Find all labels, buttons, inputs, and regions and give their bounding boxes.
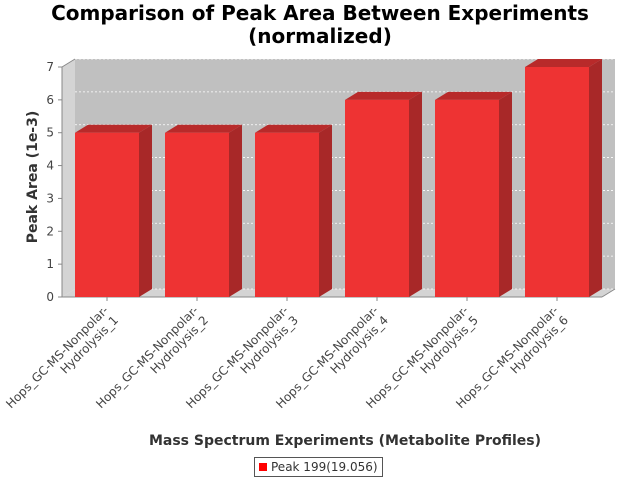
bar-side xyxy=(409,91,422,297)
bar-top xyxy=(435,91,512,100)
x-tick-label-line: Hops_GC-MS-Nonpolar- xyxy=(3,303,111,411)
bar xyxy=(345,91,422,297)
legend: Peak 199(19.056) xyxy=(254,457,383,477)
bar xyxy=(165,124,242,297)
x-axis-label: Mass Spectrum Experiments (Metabolite Pr… xyxy=(149,433,541,449)
bar-top xyxy=(255,124,332,133)
y-tick-label: 0 xyxy=(46,290,54,304)
y-tick-labels: 0 1 2 3 4 5 6 7 xyxy=(46,60,54,304)
bars xyxy=(75,59,602,297)
chart-title-line-2: (normalized) xyxy=(248,24,392,48)
y-tick-label: 6 xyxy=(46,93,54,107)
x-tick-labels: Hops_GC-MS-Nonpolar-Hydrolysis_1Hops_GC-… xyxy=(3,303,571,411)
bar-top xyxy=(345,91,422,100)
bar-side xyxy=(229,124,242,297)
y-axis-label: Peak Area (1e-3) xyxy=(25,111,41,244)
plot-side-wall xyxy=(62,59,75,297)
bar-front xyxy=(345,99,409,297)
chart-title: Comparison of Peak Area Between Experime… xyxy=(0,2,640,48)
y-tick-label: 3 xyxy=(46,191,54,205)
bar xyxy=(255,124,332,297)
axis-edge xyxy=(601,288,616,298)
y-tick-label: 2 xyxy=(46,224,54,238)
bar-front xyxy=(435,99,499,297)
bar-side xyxy=(589,59,602,297)
bar xyxy=(75,124,152,297)
axis-edge xyxy=(61,58,76,68)
bar-side xyxy=(139,124,152,297)
chart-title-line-1: Comparison of Peak Area Between Experime… xyxy=(51,1,589,25)
legend-label: Peak 199(19.056) xyxy=(271,460,378,474)
legend-swatch xyxy=(259,463,267,471)
y-tick-label: 1 xyxy=(46,257,54,271)
bar-front xyxy=(165,132,229,297)
y-tick-label: 5 xyxy=(46,126,54,140)
y-tick-label: 7 xyxy=(46,60,54,74)
y-tick-label: 4 xyxy=(46,159,54,173)
axes xyxy=(58,58,616,301)
bar xyxy=(525,59,602,297)
bar-front xyxy=(525,67,589,297)
bar-side xyxy=(319,124,332,297)
bar-side xyxy=(499,91,512,297)
bar-top xyxy=(75,124,152,133)
bar-front xyxy=(255,132,319,297)
bar-top xyxy=(525,59,602,67)
bar-front xyxy=(75,132,139,297)
bar-top xyxy=(165,124,242,133)
bar xyxy=(435,91,512,297)
